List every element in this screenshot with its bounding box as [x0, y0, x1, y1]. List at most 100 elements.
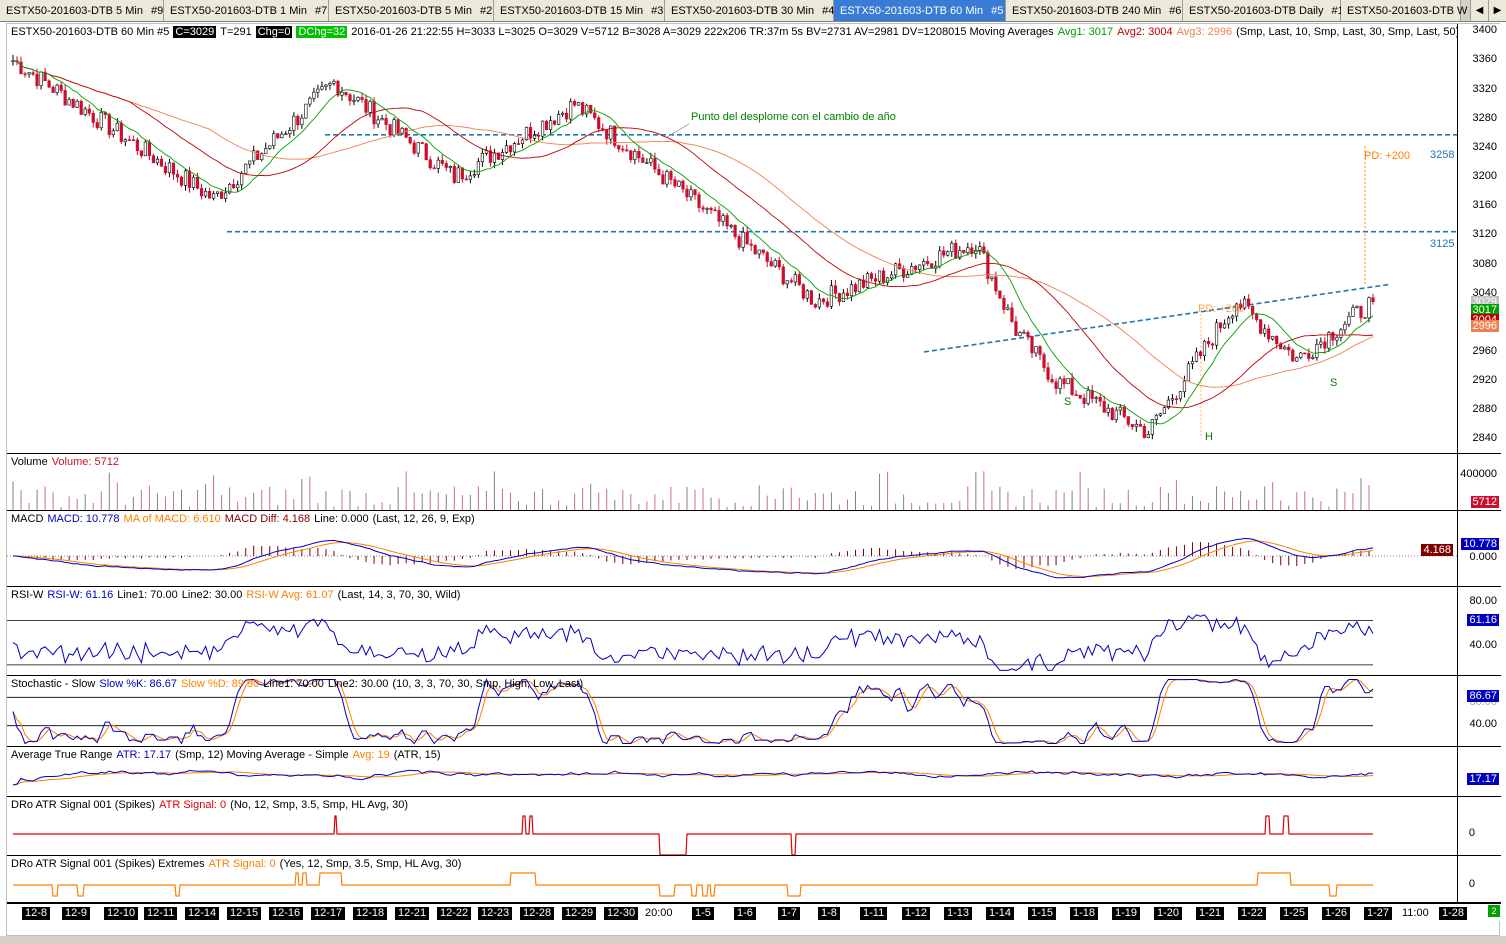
- candle-body: [1267, 328, 1271, 340]
- candle-body: [51, 86, 55, 93]
- candle-body: [709, 207, 713, 211]
- rsi-value: RSI-W: 61.16: [47, 589, 114, 601]
- candle-body: [837, 293, 842, 302]
- candle-body: [384, 118, 388, 125]
- tab-1[interactable]: ESTX50-201603-DTB 5 Min #9: [0, 0, 164, 21]
- signal-ext-params: (Yes, 12, Smp, 3.5, Smp, HL Avg, 30): [279, 858, 462, 870]
- candle-body: [1271, 335, 1275, 340]
- neckline-trendline: [923, 283, 1392, 353]
- candle-body: [107, 114, 111, 135]
- annotation-head: H: [1205, 431, 1213, 443]
- candle-body: [252, 150, 256, 162]
- stochastic-pane[interactable]: Stochastic - Slow Slow %K: 86.67 Slow %D: …: [7, 676, 1457, 747]
- candle-body: [777, 260, 781, 268]
- atr-signal-extremes-pane[interactable]: DRo ATR Signal 001 (Spikes) Extremes ATR …: [7, 856, 1457, 903]
- candle-body: [47, 80, 51, 88]
- price-tick: 3120: [1472, 228, 1497, 241]
- candle-body: [1050, 379, 1054, 383]
- atr-tag: 17.17: [1467, 773, 1499, 785]
- price-pane[interactable]: ESTX50-201603-DTB 60 Min #5 C=3029 T=291 Ch…: [7, 24, 1457, 454]
- macd-pane[interactable]: MACD MACD: 10.778 MA of MACD: 6.610 MACD Di…: [7, 511, 1457, 587]
- candle-body: [151, 155, 156, 164]
- candle-body: [440, 159, 444, 164]
- candle-body: [428, 159, 432, 169]
- chart-area[interactable]: ESTX50-201603-DTB 60 Min #5 C=3029 T=291 Ch…: [6, 23, 1501, 936]
- atr-pane[interactable]: Average True Range ATR: 17.17 (Smp, 12) Mo…: [7, 747, 1457, 797]
- tab-3[interactable]: ESTX50-201603-DTB 5 Min #2: [329, 0, 494, 21]
- candle-body: [1275, 335, 1279, 345]
- candle-body: [1222, 323, 1227, 329]
- candle-body: [769, 261, 773, 267]
- price-tick: 2880: [1472, 403, 1497, 416]
- candle-body: [1259, 319, 1263, 334]
- candle-body: [705, 207, 709, 210]
- time-label: 11:00: [1402, 907, 1429, 919]
- candle-body: [396, 119, 400, 135]
- tab-6[interactable]: ESTX50-201603-DTB 60 Min #5: [834, 0, 1006, 21]
- volume-pane[interactable]: Volume Volume: 5712: [7, 454, 1457, 511]
- candle-body: [617, 145, 621, 150]
- annotation-pd-lower: PD: +200: [1198, 303, 1245, 315]
- price-tick: 2960: [1472, 344, 1497, 357]
- tab-id: #7: [314, 4, 328, 17]
- candle-body: [657, 168, 661, 175]
- volume-header: Volume Volume: 5712: [11, 456, 123, 468]
- tab-5[interactable]: ESTX50-201603-DTB 30 Min #4: [665, 0, 834, 21]
- price-tick: 3240: [1472, 140, 1497, 153]
- tab-7[interactable]: ESTX50-201603-DTB 240 Min #6: [1006, 0, 1183, 21]
- candle-body: [1255, 313, 1259, 320]
- price-axis[interactable]: 3400 3360 3320 3280 3240 3200 3160 3120 3080 3040…: [1457, 24, 1501, 454]
- candle-body: [773, 260, 777, 267]
- candle-body: [1022, 332, 1026, 334]
- tab-scroll-right-icon[interactable]: ▶: [1488, 0, 1506, 21]
- candle-body: [1174, 398, 1179, 401]
- candle-body: [625, 149, 629, 152]
- avg2-label: Avg2: 3004: [1117, 26, 1173, 38]
- stoch-k-value: Slow %K: 86.67: [99, 678, 178, 690]
- tab-2[interactable]: ESTX50-201603-DTB 1 Min #7: [164, 0, 329, 21]
- tab-scroll-left-icon[interactable]: ◀: [1470, 0, 1488, 21]
- candle-body: [1214, 322, 1219, 346]
- price-chart[interactable]: [7, 24, 1457, 454]
- candle-body: [548, 120, 553, 130]
- time-label: 1-7: [778, 907, 800, 920]
- candle-body: [609, 125, 613, 140]
- candle-body: [316, 88, 320, 93]
- atr-signal-pane[interactable]: DRo ATR Signal 001 (Spikes) ATR Signal: 0…: [7, 797, 1457, 856]
- candle-body: [139, 150, 143, 157]
- candle-body: [1074, 394, 1078, 396]
- candle-body: [368, 101, 372, 113]
- candle-body: [1102, 400, 1106, 413]
- candle-body: [1323, 341, 1327, 349]
- candle-body: [994, 276, 998, 292]
- candle-body: [380, 118, 384, 121]
- candle-body: [344, 91, 348, 95]
- tab-4[interactable]: ESTX50-201603-DTB 15 Min #3: [494, 0, 665, 21]
- rsi-pane[interactable]: RSI-W RSI-W: 61.16 Line1: 70.00 Line2: 30.0…: [7, 587, 1457, 676]
- candle-body: [1018, 332, 1022, 336]
- candle-body: [1066, 377, 1070, 385]
- candle-body: [645, 162, 649, 164]
- tab-label: ESTX50-201603-DTB 30 Min: [671, 4, 815, 17]
- tab-9[interactable]: ESTX50-201603-DTB W: [1341, 0, 1467, 21]
- price-tick: 2920: [1472, 374, 1497, 387]
- time-label: 1-6: [734, 907, 756, 920]
- candle-body: [183, 170, 188, 186]
- time-axis[interactable]: 12-8 12-9 12-10 12-11 12-14 12-15 12-16 12-17 12…: [7, 903, 1501, 921]
- candle-body: [809, 290, 813, 305]
- atr-header: Average True Range ATR: 17.17 (Smp, 12) Mo…: [11, 749, 445, 761]
- candle-body: [127, 139, 131, 141]
- candle-body: [1355, 305, 1359, 308]
- candle-body: [701, 207, 705, 210]
- candle-body: [228, 184, 232, 194]
- candle-body: [1299, 352, 1303, 358]
- symbol-label: ESTX50-201603-DTB 60 Min #5: [11, 26, 170, 38]
- tab-label: ESTX50-201603-DTB 5 Min: [335, 4, 472, 17]
- candle-body: [420, 142, 424, 144]
- candle-body: [1206, 340, 1211, 345]
- candle-body: [159, 158, 164, 167]
- candle-body: [1287, 346, 1291, 351]
- candle-body: [785, 280, 789, 285]
- tab-8[interactable]: ESTX50-201603-DTB Daily #1: [1183, 0, 1344, 21]
- time-label: 12-9: [62, 907, 91, 920]
